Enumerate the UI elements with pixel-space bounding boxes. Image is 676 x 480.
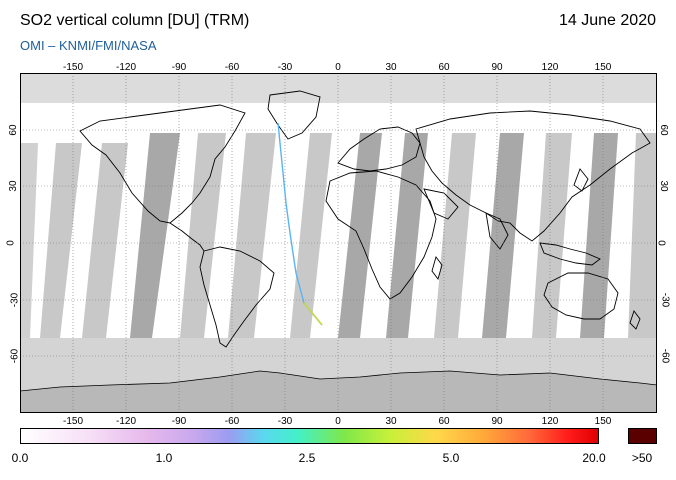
- madagascar-outline: [431, 256, 443, 280]
- colorbar: [20, 428, 599, 444]
- south-america-outline: [199, 246, 275, 348]
- swath-stripe: [628, 133, 657, 338]
- colorbar-label: 2.5: [298, 451, 316, 465]
- swath-stripe: [580, 133, 618, 338]
- lon-tick-bottom: -120: [115, 416, 137, 427]
- swath-stripe: [180, 133, 226, 338]
- central-america-outline: [169, 222, 205, 252]
- so2-trace-segment: [303, 302, 323, 326]
- map-date: 14 June 2020: [559, 12, 656, 29]
- north-america-outline: [79, 104, 246, 224]
- lon-tick-top: -30: [277, 62, 293, 73]
- colorbar-overflow-label: >50: [631, 451, 653, 465]
- so2-world-map: [20, 73, 657, 413]
- swath-stripe: [82, 143, 128, 338]
- arctic-nodata-region: [20, 73, 657, 103]
- lat-tick-left: 60: [8, 124, 20, 136]
- lon-tick-top: 0: [335, 62, 341, 73]
- lat-tick-right: 30: [658, 180, 670, 192]
- colorbar-overflow-swatch: [628, 428, 657, 444]
- lat-tick-right: -60: [659, 348, 671, 364]
- lat-tick-right: -30: [659, 292, 671, 308]
- lon-tick-top: -90: [171, 62, 187, 73]
- lon-tick-bottom: -60: [224, 416, 240, 427]
- lon-tick-bottom: -150: [62, 416, 84, 427]
- antarctica-landmass: [20, 370, 657, 413]
- lon-tick-top: 30: [385, 62, 397, 73]
- india-outline: [485, 212, 509, 250]
- lon-tick-bottom: -90: [171, 416, 187, 427]
- swath-stripe: [338, 133, 382, 338]
- lon-tick-top: 150: [594, 62, 612, 73]
- lon-tick-top: 120: [541, 62, 559, 73]
- asia-outline: [415, 110, 651, 242]
- lat-tick-right: 60: [658, 124, 670, 136]
- lon-tick-top: -60: [224, 62, 240, 73]
- southeast-asia-islands-outline: [539, 242, 601, 266]
- colorbar-label: 0.0: [11, 451, 29, 465]
- lon-tick-bottom: 60: [438, 416, 450, 427]
- swath-stripe: [434, 133, 476, 338]
- map-frame: [20, 73, 657, 413]
- orbit-swaths: [20, 133, 657, 338]
- lon-tick-top: -150: [62, 62, 84, 73]
- swath-stripe: [20, 143, 38, 338]
- lon-tick-top: -120: [115, 62, 137, 73]
- lon-tick-bottom: 90: [491, 416, 503, 427]
- lon-tick-bottom: -30: [277, 416, 293, 427]
- lat-tick-left: 30: [8, 180, 20, 192]
- continent-outlines: [79, 90, 651, 348]
- lon-tick-top: 60: [438, 62, 450, 73]
- lat-tick-left: 0: [5, 240, 17, 246]
- swath-stripe: [482, 133, 524, 338]
- arabia-outline: [423, 188, 459, 220]
- greenland-outline: [267, 90, 321, 140]
- swath-stripe: [40, 143, 82, 338]
- africa-outline: [325, 170, 437, 300]
- swath-stripe: [290, 133, 332, 338]
- colorbar-label: 5.0: [442, 451, 460, 465]
- lon-tick-top: 90: [491, 62, 503, 73]
- lon-tick-bottom: 30: [385, 416, 397, 427]
- graticule: [20, 73, 657, 413]
- australia-outline: [543, 272, 619, 320]
- map-title: SO2 vertical column [DU] (TRM): [20, 12, 250, 29]
- swath-stripe: [386, 133, 428, 338]
- lon-tick-bottom: 120: [541, 416, 559, 427]
- data-source: OMI – KNMI/FMI/NASA: [20, 38, 157, 53]
- swath-stripe: [228, 133, 276, 338]
- japan-outline: [573, 168, 589, 192]
- colorbar-label: 1.0: [155, 451, 173, 465]
- swath-stripe: [532, 133, 572, 338]
- lon-tick-bottom: 0: [335, 416, 341, 427]
- swath-stripe: [130, 133, 180, 338]
- new-zealand-outline: [629, 310, 641, 330]
- colorbar-label: 20.0: [582, 451, 606, 465]
- lon-tick-bottom: 150: [594, 416, 612, 427]
